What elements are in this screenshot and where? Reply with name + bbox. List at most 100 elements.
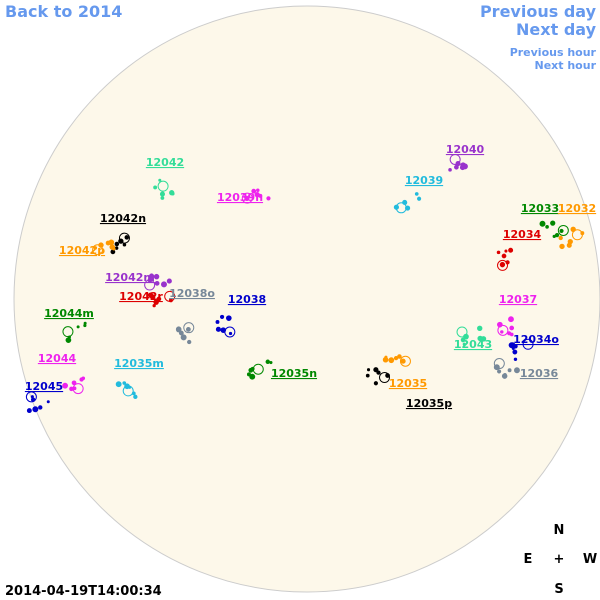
sunspot [497,321,503,328]
sunspot [30,395,34,399]
sunspot [228,331,233,336]
sunspot [153,299,159,305]
region-label[interactable]: 12039n [217,191,263,204]
previous-day-link[interactable]: Previous day [480,2,597,21]
sunspot [112,246,116,251]
sunspot [219,314,225,320]
region-label[interactable]: 12032 [558,202,596,215]
sunspot [505,260,510,265]
sunspot [373,367,379,373]
sunspot [62,382,69,389]
solar-disc [13,5,600,593]
sunspot [62,326,74,338]
sunspot [153,185,158,190]
sunspot [158,178,162,182]
sunspot [513,357,518,362]
sunspot [399,355,411,367]
sunspot [379,372,391,384]
timestamp: 2014-04-19T14:00:34 [5,584,162,599]
sunspot [128,385,132,389]
sunspot [507,331,512,336]
sunspot [32,406,39,413]
sunspot [265,359,271,365]
sunspot [405,205,411,211]
sunspot [133,394,138,399]
sunspot [124,235,130,240]
previous-hour-link[interactable]: Previous hour [510,46,597,59]
region-label[interactable]: 12036 [520,367,559,380]
sunspot [477,325,483,331]
sunspot [92,244,104,256]
next-hour-link[interactable]: Next hour [535,59,597,72]
sunspot [118,238,124,244]
compass-s: S [554,582,563,597]
back-link[interactable]: Back to 2014 [5,2,122,21]
sunspot [249,373,256,380]
sunspot [365,373,370,378]
region-label[interactable]: 12038 [228,293,266,306]
sunspot [417,196,422,201]
sunspot [448,168,452,172]
region-label[interactable]: 12033 [521,202,559,215]
sunspot [98,242,104,248]
sunspot [397,354,402,359]
sunspot [69,386,74,392]
sunspot [462,342,466,346]
region-label[interactable]: 12042r [119,290,163,303]
sunspot [114,246,119,250]
sunspot [580,231,585,236]
sunspot [366,368,371,372]
sunspot [156,296,162,302]
region-label[interactable]: 12035p [406,397,452,410]
sunspot [131,391,136,396]
compass-center: + [554,552,565,567]
sunspot [504,249,508,253]
region-label[interactable]: 12045 [25,380,63,393]
region-label[interactable]: 12034o [513,333,559,346]
sunspot [93,246,98,250]
region-label[interactable]: 12042n [100,212,146,225]
region-label[interactable]: 12035n [271,367,317,380]
sunspot [512,349,518,355]
region-label[interactable]: 12040 [446,143,485,156]
sunspot [393,204,400,210]
region-label[interactable]: 12035m [114,357,164,370]
sunspot [459,164,466,171]
sunspot [122,243,127,247]
sunspot [71,380,77,386]
sunspot [508,247,514,253]
region-label[interactable]: 12034 [503,228,542,241]
region-label[interactable]: 12044m [44,307,94,320]
sunspot [499,261,506,268]
sunspot [215,326,221,332]
sunspot [455,161,461,167]
sunspot [558,235,563,241]
sunspot [250,366,255,371]
sunspot [220,327,227,333]
region-label[interactable]: 12035 [389,377,427,390]
sunspot [509,325,515,331]
sunspot [72,386,77,391]
sunspot [393,355,399,361]
region-label[interactable]: 12042p [59,244,105,257]
region-label[interactable]: 12043 [454,338,492,351]
sunspot [514,367,520,374]
sunspot [251,188,257,194]
sunspot [554,232,560,238]
compass-w: W [583,552,597,567]
region-label[interactable]: 12039 [405,174,443,187]
sunspot [178,330,184,336]
region-label[interactable]: 12042 [146,156,184,169]
sunspot [26,408,32,414]
region-label[interactable]: 12042m [105,271,155,284]
region-label[interactable]: 12038o [169,287,215,300]
sunspot [175,326,182,333]
region-label[interactable]: 12044 [38,352,77,365]
region-label[interactable]: 12037 [499,293,537,306]
sunspot [414,192,419,196]
sunspot [154,280,160,286]
sunspot [153,273,160,280]
next-day-link[interactable]: Next day [516,20,597,39]
sunspot [187,339,192,345]
